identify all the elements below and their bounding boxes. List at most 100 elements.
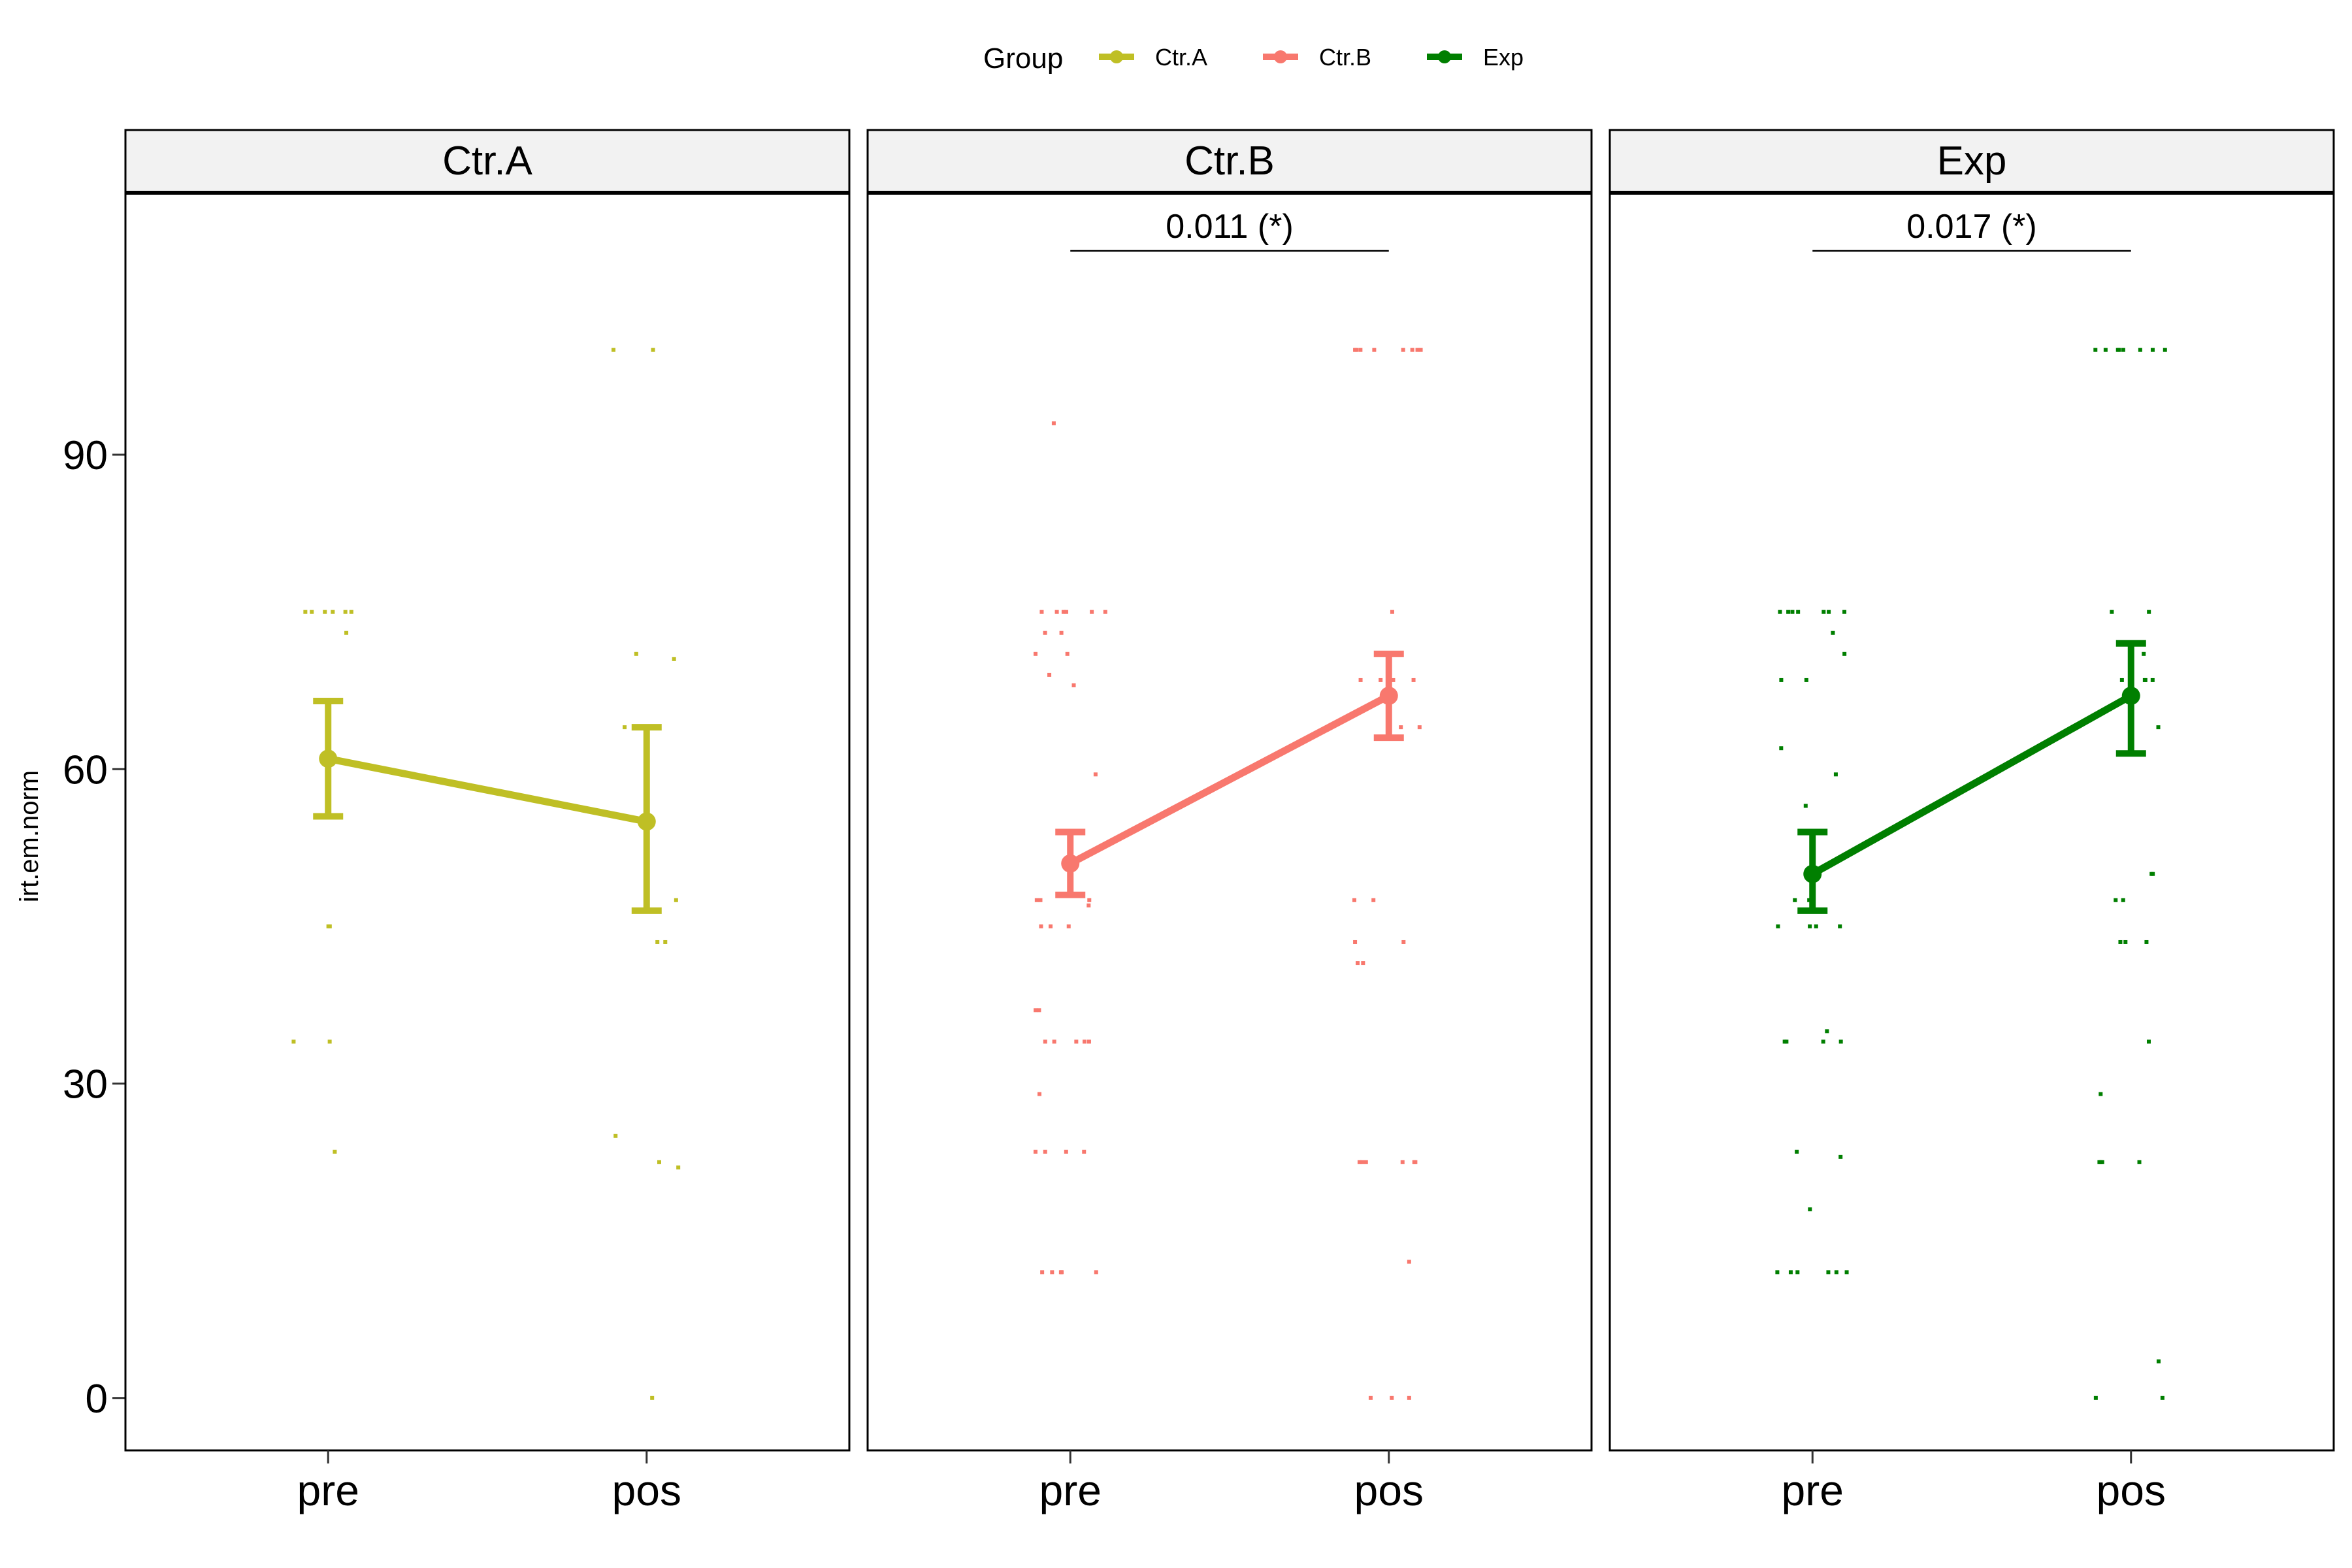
data-point-pos [1390,610,1394,614]
data-point-pos [1360,1160,1364,1164]
data-point-pre [327,924,332,928]
y-axis: 0 30 60 90 [63,433,125,1422]
y-axis-label: irt.em.norm [15,770,44,902]
data-point-pos [1353,939,1358,944]
data-point-pre [1808,924,1812,928]
data-point-pos [1372,348,1377,352]
data-point-pos [1391,678,1396,682]
data-point-pre [1058,1270,1063,1275]
panel-border [124,191,851,1452]
data-point-pos [2093,1396,2098,1400]
data-point-pos [657,1160,661,1164]
data-point-pos [1371,898,1376,902]
data-point-pre [1047,672,1052,677]
data-point-pre [331,610,335,614]
legend-label: Ctr.B [1319,44,1371,71]
data-point-pre [1834,1270,1838,1275]
data-point-pre [327,1039,332,1044]
data-point-pos [2144,939,2149,944]
data-point-pre [344,630,349,635]
data-point-pre [1054,610,1059,614]
data-point-pre [1842,651,1847,656]
data-point-pos [1415,348,1420,352]
legend-key-point [1110,50,1123,63]
data-point-pos [655,939,660,944]
data-point-pre [1066,924,1071,928]
data-point-pos [1358,348,1363,352]
data-point-pre [1796,610,1801,614]
data-point-pre [1786,610,1791,614]
facet-strip-label: Ctr.A [442,139,532,184]
data-point-pre [303,610,308,614]
legend-item-2: Exp [1427,44,1524,71]
x-tick-label-pos: pos [612,1466,681,1514]
data-point-pos [1379,678,1383,682]
data-point-pre [1043,630,1047,635]
mean-point-pos [2121,687,2140,705]
data-point-pos [2103,348,2108,352]
facet-strip [866,129,1593,194]
data-point-pre [1039,610,1044,614]
data-point-pos [2160,1396,2164,1400]
data-point-pos [1353,348,1358,352]
mean-point-pre [1061,854,1080,873]
data-point-pre [1844,1270,1849,1275]
legend-label: Ctr.A [1155,44,1207,71]
data-point-pos [634,651,638,656]
data-point-pos [1355,961,1360,966]
data-point-pre [1782,1039,1787,1044]
x-tick-label-pos: pos [2097,1466,2166,1514]
data-point-pos [2119,678,2124,682]
mean-point-pre [1803,864,1822,883]
data-point-pre [1074,1039,1079,1044]
data-point-pos [1361,961,1365,966]
data-point-pre [1779,746,1784,751]
data-point-pre [1793,898,1797,902]
x-tick-label-pre: pre [297,1466,359,1514]
data-point-pos [2121,348,2125,352]
data-point-pos [1407,1396,1411,1400]
mean-line [1066,692,1393,868]
data-point-pre [1065,651,1070,656]
data-point-pos [674,898,678,902]
data-point-pos [651,348,655,352]
data-point-pre [1831,630,1835,635]
data-point-pre [1086,1039,1091,1044]
data-point-pos [2118,939,2123,944]
legend: Group Ctr.A Ctr.B Exp [983,42,1524,74]
data-point-pre [1093,772,1098,777]
data-point-pos [2138,348,2142,352]
data-point-pre [1826,1270,1831,1275]
data-point-pre [333,1149,337,1154]
data-point-pos [2137,1160,2142,1164]
data-point-pos [1407,1260,1411,1264]
legend-items: Ctr.A Ctr.B Exp [1099,44,1524,71]
data-point-pos [1357,1160,1362,1164]
data-point-pre [1052,1039,1056,1044]
data-point-pre [1059,630,1064,635]
data-point-pos [650,1396,655,1400]
data-point-pre [1049,924,1053,928]
data-point-pos [1390,1396,1394,1400]
data-point-pre [1033,651,1037,656]
data-point-pre [1039,924,1043,928]
data-point-pos [2123,939,2128,944]
panel-ctr-b: Ctr.B pre pos 0.011 (*) [866,129,1593,1514]
data-point-pos [2147,610,2151,614]
data-point-pre [349,610,353,614]
data-point-pos [2142,678,2147,682]
data-point-pre [1821,610,1826,614]
data-point-pre [291,1039,296,1044]
data-point-pos [1417,725,1422,730]
y-tick-label-3: 90 [63,433,108,478]
data-point-pre [1788,1270,1793,1275]
data-point-pre [1043,1149,1047,1154]
data-point-pre [1064,610,1069,614]
data-point-pre [1778,610,1782,614]
data-point-pre [1094,1270,1098,1275]
mean-line [1808,692,2135,878]
data-point-pos [1399,725,1403,730]
data-point-pos [1400,1160,1405,1164]
data-point-pre [323,610,327,614]
